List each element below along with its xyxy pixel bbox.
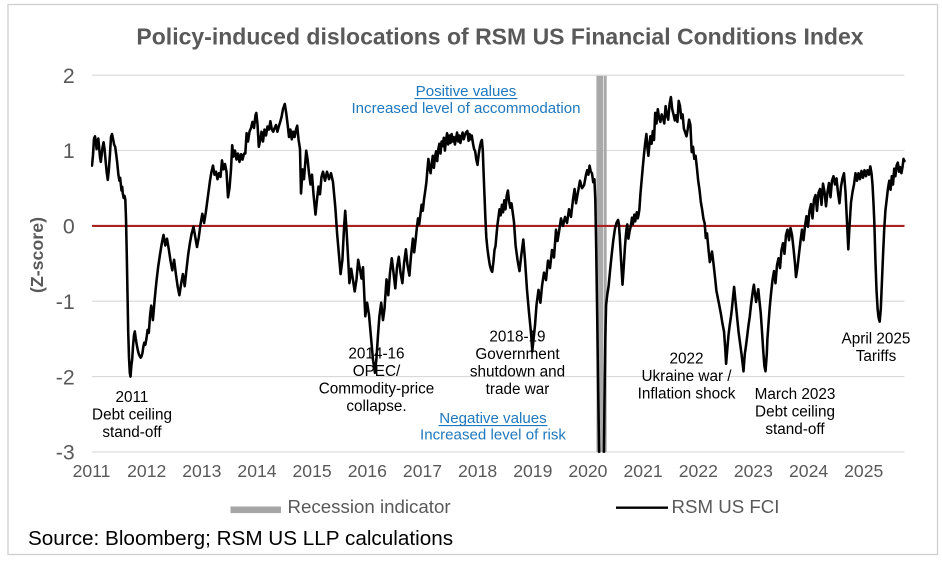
svg-text:Negative values: Negative values [439, 410, 546, 427]
svg-text:Increased level of risk: Increased level of risk [420, 427, 566, 444]
svg-text:stand-off: stand-off [102, 424, 162, 441]
svg-text:(Z-score): (Z-score) [27, 217, 47, 293]
svg-text:Ukraine war /: Ukraine war / [641, 368, 732, 385]
svg-text:2011: 2011 [116, 389, 149, 406]
svg-text:2021: 2021 [624, 461, 663, 481]
svg-text:2018-19: 2018-19 [489, 329, 545, 346]
svg-text:2022: 2022 [669, 351, 703, 368]
svg-text:trade war: trade war [486, 381, 550, 398]
svg-text:Source: Bloomberg; RSM US LLP: Source: Bloomberg; RSM US LLP calculatio… [28, 527, 453, 550]
svg-text:RSM US FCI: RSM US FCI [672, 496, 780, 517]
svg-text:1: 1 [63, 139, 75, 163]
svg-text:2023: 2023 [734, 461, 773, 481]
svg-text:March 2023: March 2023 [755, 386, 836, 403]
svg-text:Tariffs: Tariffs [856, 348, 897, 365]
svg-text:-3: -3 [56, 441, 75, 465]
svg-text:Policy-induced dislocations of: Policy-induced dislocations of RSM US Fi… [136, 23, 863, 49]
svg-text:April 2025: April 2025 [842, 331, 911, 348]
svg-text:-1: -1 [56, 290, 75, 314]
svg-text:-2: -2 [56, 365, 75, 389]
svg-text:2014-16: 2014-16 [348, 346, 404, 363]
svg-text:2012: 2012 [127, 461, 166, 481]
svg-text:2011: 2011 [73, 461, 111, 481]
svg-text:2019: 2019 [513, 461, 552, 481]
svg-text:Inflation shock: Inflation shock [638, 386, 736, 403]
svg-text:Positive values: Positive values [416, 83, 517, 100]
svg-text:0: 0 [63, 215, 75, 239]
svg-text:2015: 2015 [293, 461, 332, 481]
svg-text:2014: 2014 [237, 461, 276, 481]
svg-text:Debt ceiling: Debt ceiling [755, 404, 835, 421]
svg-text:Commodity-price: Commodity-price [319, 381, 435, 398]
svg-text:Government: Government [475, 346, 560, 363]
svg-text:OPEC/: OPEC/ [353, 363, 401, 380]
svg-text:2: 2 [63, 64, 75, 88]
svg-text:shutdown and: shutdown and [470, 364, 565, 381]
svg-text:2017: 2017 [403, 461, 442, 481]
svg-text:Recession indicator: Recession indicator [288, 496, 451, 517]
svg-text:Increased level of accommodati: Increased level of accommodation [351, 100, 580, 117]
svg-text:2022: 2022 [679, 461, 718, 481]
svg-text:2025: 2025 [844, 461, 883, 481]
svg-text:2013: 2013 [182, 461, 221, 481]
svg-text:2016: 2016 [348, 461, 387, 481]
svg-text:collapse.: collapse. [346, 398, 406, 415]
svg-text:2020: 2020 [568, 461, 607, 481]
svg-text:2018: 2018 [458, 461, 497, 481]
svg-text:2024: 2024 [789, 461, 828, 481]
svg-text:stand-off: stand-off [765, 421, 825, 438]
svg-text:Debt ceiling: Debt ceiling [92, 407, 172, 424]
